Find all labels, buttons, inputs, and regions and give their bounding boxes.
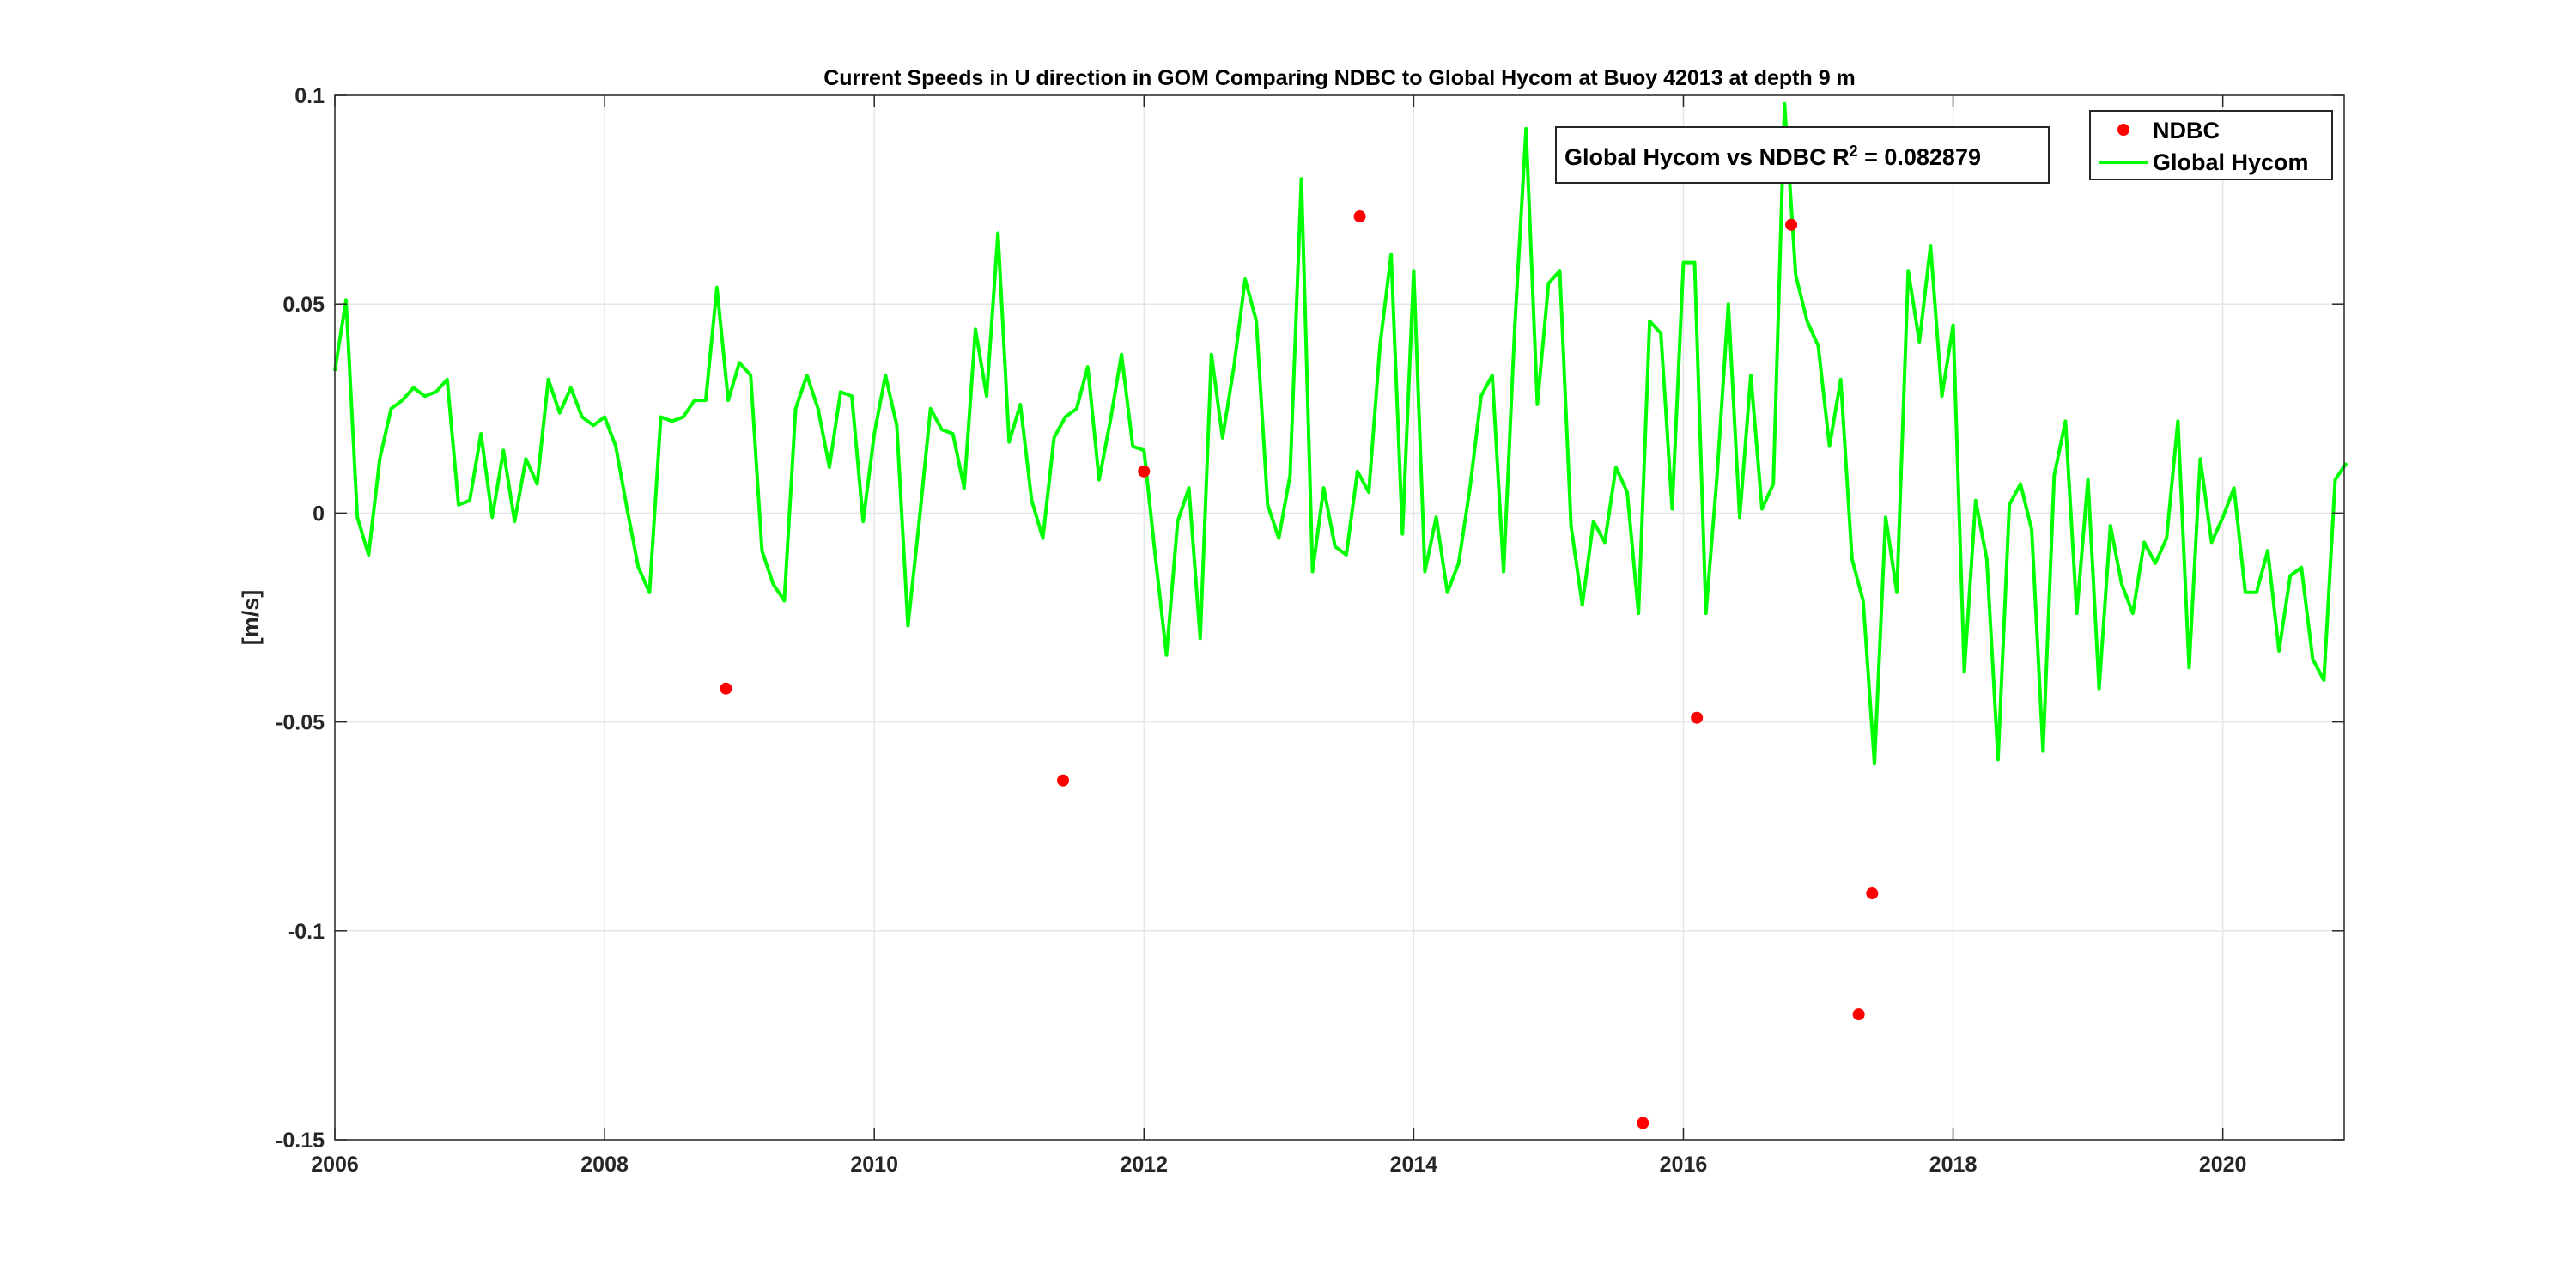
ndbc-point — [1852, 1008, 1865, 1021]
x-tick-label: 2012 — [1120, 1153, 1168, 1177]
legend-hycom-label: Global Hycom — [2153, 149, 2309, 175]
plot-area — [335, 95, 2344, 1140]
x-tick-label: 2010 — [850, 1153, 898, 1177]
ndbc-point — [1057, 774, 1070, 787]
legend-box — [2089, 110, 2333, 180]
ndbc-point — [1138, 465, 1151, 478]
axis-ticks — [334, 94, 2344, 1141]
annotation-text: Global Hycom vs NDBC R2 = 0.082879 — [1564, 143, 1981, 170]
ndbc-point — [1353, 210, 1366, 223]
x-tick-label: 2016 — [1660, 1153, 1708, 1177]
y-axis-label: [m/s] — [238, 590, 264, 646]
x-tick-label: 2020 — [2199, 1153, 2247, 1177]
y-tick-label: 0.05 — [283, 293, 325, 317]
x-tick-label: 2008 — [580, 1153, 629, 1177]
ndbc-point — [1637, 1117, 1649, 1129]
x-tick-label: 2014 — [1390, 1153, 1438, 1177]
x-tick-label: 2018 — [1929, 1153, 1978, 1177]
annotation-suffix: = 0.082879 — [1858, 144, 1981, 170]
y-tick-label: -0.15 — [276, 1129, 325, 1153]
annotation-superscript: 2 — [1850, 143, 1858, 160]
legend-ndbc-label: NDBC — [2153, 118, 2220, 143]
x-tick-label: 2006 — [311, 1153, 359, 1177]
hycom-line — [333, 101, 2348, 766]
chart-title: Current Speeds in U direction in GOM Com… — [823, 66, 1856, 90]
legend-ndbc-marker — [2117, 124, 2129, 136]
r-squared-annotation: Global Hycom vs NDBC R2 = 0.082879 — [1555, 126, 2050, 184]
y-tick-label: 0 — [313, 502, 325, 526]
hycom-series — [333, 101, 2348, 766]
axes-box — [334, 94, 2345, 1141]
y-tick-label: -0.05 — [276, 711, 325, 735]
annotation-box — [1555, 126, 2050, 184]
ndbc-series — [720, 210, 1879, 1129]
ndbc-point — [720, 682, 732, 695]
ndbc-point — [1866, 887, 1879, 900]
legend: NDBC Global Hycom — [2089, 110, 2333, 180]
y-tick-label: 0.1 — [295, 84, 325, 108]
y-tick-label: -0.1 — [288, 920, 325, 944]
ndbc-point — [1691, 711, 1704, 724]
ndbc-point — [1785, 218, 1798, 231]
annotation-prefix: Global Hycom vs NDBC R — [1564, 144, 1850, 170]
y-tick-labels: -0.15 -0.1 -0.05 0 0.05 0.1 — [276, 84, 325, 1153]
x-tick-labels: 2006 2008 2010 2012 2014 2016 2018 2020 — [311, 1153, 2246, 1177]
